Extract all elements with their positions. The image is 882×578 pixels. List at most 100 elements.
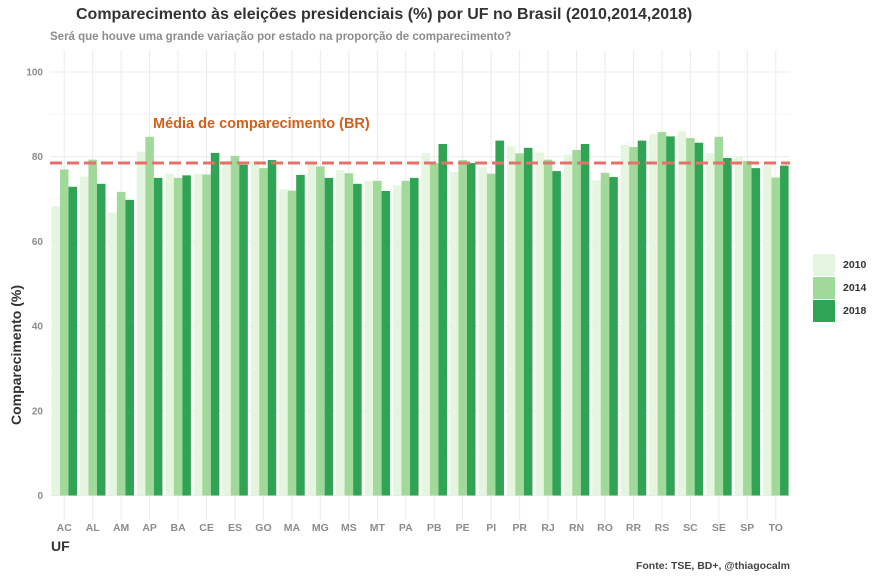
bar-2010-pb	[421, 153, 430, 496]
axes: 0 20 40 60 80 100 AC AL AM AP BA CE ES GO MA MG MS MT PA PB…	[26, 68, 783, 535]
bar-2010-rj	[535, 152, 544, 496]
legend-label-2014: 2014	[843, 281, 867, 294]
bar-2010-ro	[592, 180, 601, 496]
bar-2014-ma	[287, 190, 297, 496]
legend-key-2018	[813, 299, 835, 322]
bar-2010-ce	[193, 173, 203, 496]
bars	[51, 131, 789, 496]
bar-2010-ac	[51, 206, 60, 496]
bar-2014-rr	[629, 146, 638, 496]
bar-2010-sp	[734, 157, 744, 496]
x-tick-label-pa: PA	[399, 522, 413, 534]
legend-item-2014: 2014	[813, 276, 866, 299]
bar-2018-es	[239, 164, 248, 496]
bar-2010-ms	[336, 170, 345, 496]
x-tick-label-sc: SC	[683, 522, 698, 534]
x-tick-label-pi: PI	[486, 522, 496, 534]
y-tick-label: 20	[32, 406, 44, 417]
legend-item-2018: 2018	[813, 299, 866, 322]
bar-2014-rj	[543, 159, 553, 496]
bar-2014-rs	[657, 132, 667, 496]
x-tick-label-am: AM	[113, 522, 130, 534]
bar-2014-ap	[145, 136, 154, 496]
x-tick-label-se: SE	[712, 522, 726, 534]
bar-2014-sp	[743, 160, 752, 496]
bar-2018-ba	[182, 175, 191, 496]
x-tick-label-rn: RN	[569, 522, 584, 534]
bar-2018-to	[780, 165, 789, 496]
x-axis-label: UF	[51, 538, 70, 554]
y-tick-label: 100	[26, 68, 43, 79]
bar-2014-pa	[401, 180, 411, 496]
x-tick-label-rs: RS	[655, 522, 670, 534]
bar-2010-pr	[506, 146, 516, 496]
legend-label-2010: 2010	[843, 258, 867, 271]
bar-2014-sc	[686, 138, 695, 496]
x-tick-label-rr: RR	[626, 522, 642, 534]
bar-2018-ce	[210, 152, 220, 496]
bar-2014-al	[88, 159, 97, 496]
bar-2018-al	[96, 183, 106, 496]
bar-2014-ms	[344, 173, 354, 496]
bar-2018-rj	[552, 171, 561, 496]
bar-2018-pr	[523, 147, 533, 496]
average-annotation: Média de comparecimento (BR)	[153, 116, 370, 132]
bar-2010-pa	[392, 185, 402, 496]
bar-2010-rs	[649, 134, 658, 496]
bar-2010-ba	[165, 173, 174, 496]
x-tick-label-pb: PB	[427, 522, 442, 534]
bar-2018-mt	[381, 191, 391, 496]
x-tick-label-go: GO	[255, 522, 271, 534]
bar-2018-rn	[580, 143, 590, 496]
bar-2018-ms	[353, 183, 362, 496]
bar-2010-rr	[620, 144, 630, 496]
legend-item-2010: 2010	[813, 253, 866, 276]
y-tick-label: 40	[32, 322, 44, 333]
x-tick-label-to: TO	[769, 522, 783, 534]
x-tick-label-sp: SP	[740, 522, 754, 534]
bar-2018-pb	[438, 143, 448, 496]
bar-2010-mt	[364, 180, 374, 496]
x-tick-label-ma: MA	[284, 522, 301, 534]
bar-2010-go	[250, 160, 260, 496]
x-tick-label-al: AL	[86, 522, 101, 534]
bar-2010-pe	[449, 171, 459, 496]
x-tick-label-ro: RO	[597, 522, 613, 534]
bar-2010-rn	[563, 154, 573, 496]
y-tick-label: 80	[32, 152, 44, 163]
y-axis-label: Comparecimento (%)	[8, 285, 24, 425]
legend-label-2018: 2018	[843, 304, 867, 317]
y-tick-label: 60	[32, 237, 44, 248]
bar-2018-se	[723, 157, 732, 496]
bar-2014-ba	[173, 177, 183, 496]
x-tick-label-es: ES	[228, 522, 242, 534]
x-tick-label-ba: BA	[170, 522, 186, 534]
x-tick-label-pe: PE	[456, 522, 470, 534]
bar-2014-mt	[373, 180, 382, 496]
bar-2014-to	[771, 177, 781, 496]
bar-2010-al	[79, 176, 89, 496]
x-tick-label-ce: CE	[199, 522, 214, 534]
bar-2018-mg	[324, 177, 334, 496]
bar-2018-sp	[751, 168, 761, 496]
y-tick-label: 0	[37, 491, 43, 502]
bar-2010-to	[762, 165, 772, 496]
bar-2014-am	[116, 191, 126, 496]
bar-2018-pi	[495, 140, 504, 496]
reference-line-group: Média de comparecimento (BR)	[50, 116, 790, 165]
bar-2010-am	[108, 212, 117, 496]
bar-2014-ro	[600, 172, 610, 496]
x-tick-label-ac: AC	[57, 522, 73, 534]
bar-2014-se	[714, 136, 724, 496]
x-tick-label-mt: MT	[370, 522, 386, 534]
bar-2014-es	[230, 155, 240, 496]
bar-2014-rn	[572, 149, 581, 496]
bar-2018-ap	[153, 177, 163, 496]
bar-2014-pb	[429, 163, 439, 496]
x-tick-label-ms: MS	[341, 522, 357, 534]
bar-2010-ap	[136, 151, 146, 496]
chart-caption: Fonte: TSE, BD+, @thiagocalm	[635, 560, 790, 572]
bar-2010-es	[222, 160, 231, 496]
bar-2010-sc	[677, 131, 687, 496]
